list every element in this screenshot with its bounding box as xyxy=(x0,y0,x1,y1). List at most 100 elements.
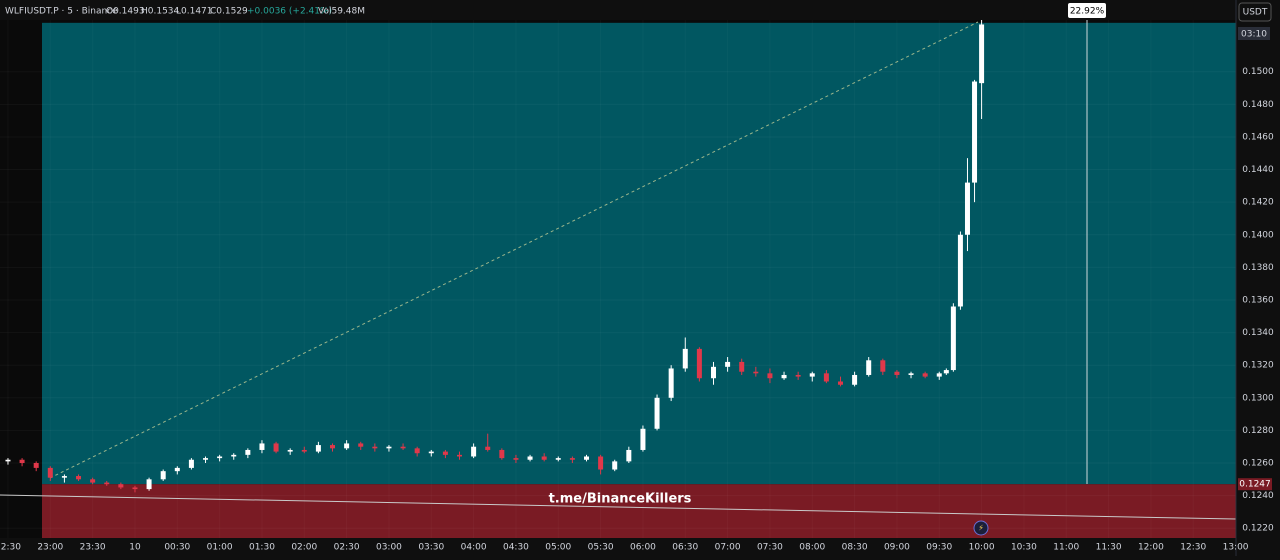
candle-body xyxy=(358,443,364,447)
candle-body xyxy=(823,373,829,382)
candle-body xyxy=(19,459,25,464)
candle-body xyxy=(33,463,39,468)
currency-button[interactable] xyxy=(1238,2,1272,22)
candle-body xyxy=(866,360,872,375)
candle-body xyxy=(499,449,505,459)
currency[interactable]: USDT xyxy=(1243,8,1268,18)
stop-zone xyxy=(42,484,1236,538)
low-value: L0.1471 xyxy=(176,7,213,17)
price-label: 0.1247 xyxy=(1239,480,1271,490)
y-tick-label: 0.1380 xyxy=(1242,263,1274,273)
x-tick-label: 08:00 xyxy=(799,543,825,553)
y-tick-label: 0.1260 xyxy=(1242,459,1274,469)
x-tick-label: 08:30 xyxy=(842,543,868,553)
candle-body xyxy=(569,458,575,460)
candle-body xyxy=(160,471,166,480)
gain-label: 22.92% xyxy=(1070,7,1105,17)
x-tick-label: 11:00 xyxy=(1053,543,1079,553)
candle-body xyxy=(837,381,843,385)
x-tick-label: 07:30 xyxy=(757,543,783,553)
candle-body xyxy=(485,446,491,450)
trend-line xyxy=(0,494,1237,520)
y-tick-label: 0.1300 xyxy=(1242,393,1274,403)
candle-body xyxy=(301,449,307,452)
candle-body xyxy=(5,459,11,462)
candle-body xyxy=(626,449,632,462)
candle-body xyxy=(61,476,67,478)
x-tick-label: 05:30 xyxy=(588,543,614,553)
x-tick-label: 11:30 xyxy=(1096,543,1122,553)
candle-body xyxy=(118,484,124,488)
x-tick-label: 03:30 xyxy=(418,543,444,553)
x-tick-label: 09:00 xyxy=(884,543,910,553)
candle-body xyxy=(950,306,956,371)
candle-body xyxy=(612,461,618,470)
x-tick-label: 01:00 xyxy=(207,543,233,553)
open-value: O0.1493 xyxy=(106,7,145,17)
candle-body xyxy=(972,81,978,183)
close-value: C0.1529 xyxy=(210,7,248,17)
candle-body xyxy=(555,458,561,460)
candle-body xyxy=(957,234,963,307)
symbol: WLFIUSDT.P · 5 · Binance xyxy=(5,7,118,17)
countdown-box xyxy=(1238,27,1270,40)
x-tick-label: 05:00 xyxy=(545,543,571,553)
candle-body xyxy=(386,446,392,449)
x-tick-label: 06:30 xyxy=(672,543,698,553)
time-axis xyxy=(0,538,1236,556)
x-tick-label: 10:30 xyxy=(1011,543,1037,553)
volume-value: Vol59.48M xyxy=(318,7,365,17)
x-tick-label: 10 xyxy=(129,543,141,553)
x-tick-label: 13:00 xyxy=(1223,543,1249,553)
candle-body xyxy=(795,374,801,377)
x-tick-label: 02:00 xyxy=(291,543,317,553)
y-tick-label: 0.1500 xyxy=(1242,67,1274,77)
candle-body xyxy=(344,443,350,449)
candle-body xyxy=(174,467,180,472)
candle-body xyxy=(203,458,209,460)
x-tick-label: 10:00 xyxy=(969,543,995,553)
candle-body xyxy=(245,449,251,455)
x-tick-label: 22:30 xyxy=(0,543,21,553)
candle-body xyxy=(527,456,533,460)
candle-body xyxy=(442,451,448,455)
high-value: H0.1534 xyxy=(141,7,180,17)
x-tick-label: 06:00 xyxy=(630,543,656,553)
y-tick-label: 0.1240 xyxy=(1242,491,1274,501)
candle-body xyxy=(372,446,378,449)
x-tick-label: 23:00 xyxy=(37,543,63,553)
candle-body xyxy=(217,456,223,459)
candle-body xyxy=(943,370,949,374)
candle-body xyxy=(922,373,928,377)
candle-body xyxy=(936,373,942,377)
price-label-box xyxy=(1238,478,1272,491)
candle-body xyxy=(583,456,589,460)
x-tick-label: 07:00 xyxy=(715,543,741,553)
zone-text: t.me/BinanceKillers xyxy=(549,492,692,507)
x-tick-label: 02:30 xyxy=(334,543,360,553)
candle-body xyxy=(471,446,477,457)
candle-body xyxy=(90,479,96,483)
candle-body xyxy=(598,456,604,470)
y-tick-label: 0.1360 xyxy=(1242,295,1274,305)
x-tick-label: 23:30 xyxy=(80,543,106,553)
candle-body xyxy=(739,361,745,372)
candle-body xyxy=(710,366,716,379)
candle-body xyxy=(781,374,787,379)
x-tick-label: 01:30 xyxy=(249,543,275,553)
y-tick-label: 0.1460 xyxy=(1242,132,1274,142)
candle-body xyxy=(259,443,265,450)
candle-body xyxy=(682,348,688,369)
y-tick-label: 0.1220 xyxy=(1242,524,1274,534)
candle-body xyxy=(414,448,420,454)
candle-body xyxy=(880,360,886,372)
x-tick-label: 12:00 xyxy=(1138,543,1164,553)
candle-body xyxy=(725,361,731,367)
candle-body xyxy=(513,458,519,460)
event-icon[interactable] xyxy=(973,520,989,536)
candle-body xyxy=(457,454,463,457)
candle-body xyxy=(894,371,900,375)
candle-body xyxy=(330,445,336,449)
candle-body xyxy=(287,449,293,452)
